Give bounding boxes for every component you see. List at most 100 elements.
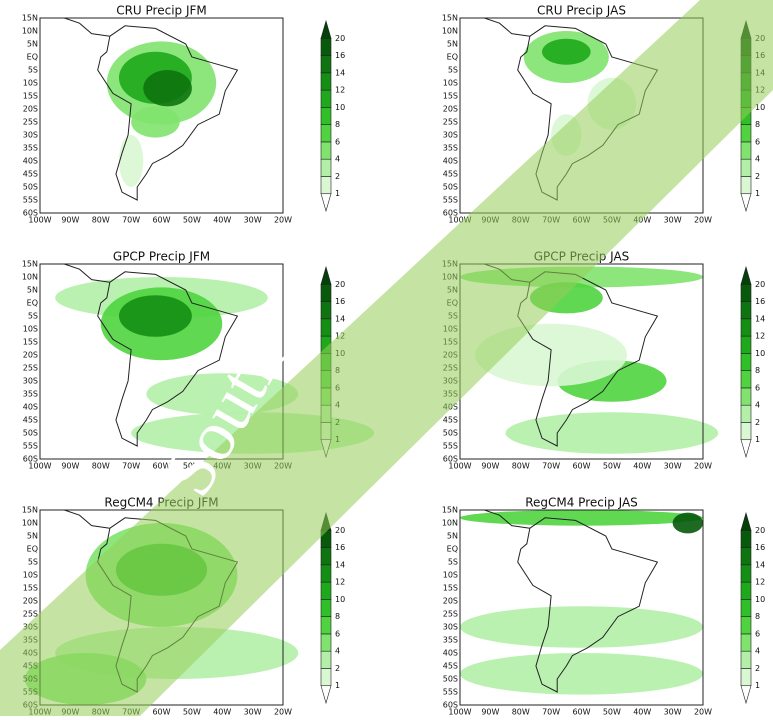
lon-label: 30W — [244, 708, 262, 717]
lat-label: 50S — [23, 183, 38, 192]
colorbar-cell — [321, 617, 331, 634]
panel-title: GPCP Precip JFM — [113, 250, 210, 264]
colorbar-label: 2 — [335, 664, 340, 673]
lat-label: 30S — [23, 131, 38, 140]
lon-label: 90W — [481, 462, 499, 471]
lon-label: 100W — [448, 462, 471, 471]
lon-label: 80W — [92, 462, 110, 471]
colorbar-cell — [321, 651, 331, 668]
lon-label: 50W — [603, 462, 621, 471]
lat-label: 5N — [27, 40, 38, 49]
map-panel: CRU Precip JFM15N10N5NEQ5S10S15S20S25S30… — [22, 4, 345, 225]
lat-label: 5S — [28, 66, 38, 75]
lon-label: 20W — [274, 708, 292, 717]
colorbar-label: 4 — [335, 155, 340, 164]
colorbar-label: 1 — [755, 681, 760, 690]
colorbar-cell — [741, 617, 751, 634]
lat-label: 50S — [443, 183, 458, 192]
lon-label: 40W — [213, 216, 231, 225]
lat-label: 10S — [443, 79, 458, 88]
lat-label: 15N — [22, 506, 38, 515]
lon-label: 30W — [664, 708, 682, 717]
colorbar-cell — [741, 336, 751, 353]
lon-label: 80W — [512, 708, 530, 717]
precip-field — [673, 513, 703, 534]
colorbar-cell — [321, 90, 331, 107]
precip-field — [119, 135, 143, 187]
lat-label: 20S — [443, 597, 458, 606]
colorbar-label: 20 — [755, 280, 765, 289]
lat-label: 15S — [23, 338, 38, 347]
colorbar-label: 6 — [335, 629, 340, 638]
lat-label: 5S — [448, 66, 458, 75]
lat-label: 45S — [443, 662, 458, 671]
lon-label: 80W — [92, 216, 110, 225]
panel-title: RegCM4 Precip JAS — [525, 496, 638, 510]
lat-label: 50S — [443, 675, 458, 684]
lat-label: 10N — [22, 519, 38, 528]
colorbar-label: 8 — [335, 120, 340, 129]
colorbar-label: 10 — [755, 349, 765, 358]
lat-label: 10N — [442, 27, 458, 36]
colorbar-label: 8 — [755, 120, 760, 129]
precip-field — [143, 70, 192, 106]
colorbar-cell — [741, 284, 751, 301]
colorbar-cell — [321, 176, 331, 193]
lat-label: 35S — [23, 144, 38, 153]
lon-label: 100W — [28, 462, 51, 471]
colorbar-label: 1 — [755, 189, 760, 198]
lat-label: 15N — [22, 14, 38, 23]
colorbar-label: 1 — [755, 435, 760, 444]
colorbar-cell — [321, 267, 331, 284]
colorbar-cell — [321, 159, 331, 176]
lon-label: 50W — [603, 708, 621, 717]
lat-label: EQ — [27, 299, 38, 308]
colorbar-cell — [321, 565, 331, 582]
colorbar-cell — [741, 319, 751, 336]
lon-label: 30W — [244, 216, 262, 225]
lat-label: 35S — [23, 390, 38, 399]
colorbar-cell — [321, 194, 331, 211]
map-panel: RegCM4 Precip JAS15N10N5NEQ5S10S15S20S25… — [442, 496, 765, 717]
colorbar-cell — [321, 73, 331, 90]
colorbar-cell — [741, 686, 751, 703]
colorbar-cell — [321, 56, 331, 73]
colorbar-cell — [741, 668, 751, 685]
lat-label: 15N — [442, 14, 458, 23]
lat-label: 5S — [448, 558, 458, 567]
colorbar-label: 20 — [335, 526, 345, 535]
lon-label: 40W — [633, 708, 651, 717]
lat-label: 20S — [443, 105, 458, 114]
lat-label: 25S — [23, 364, 38, 373]
colorbar-label: 14 — [335, 560, 345, 569]
precip-field — [460, 606, 703, 648]
lat-label: 5N — [27, 532, 38, 541]
colorbar-cell — [741, 267, 751, 284]
lon-label: 20W — [694, 462, 712, 471]
lon-label: 90W — [481, 708, 499, 717]
colorbar-cell — [741, 634, 751, 651]
lat-label: 15N — [442, 506, 458, 515]
lat-label: 45S — [443, 170, 458, 179]
lon-label: 70W — [122, 462, 140, 471]
colorbar-cell — [741, 353, 751, 370]
colorbar-cell — [741, 548, 751, 565]
colorbar-label: 16 — [755, 543, 765, 552]
lat-label: 10N — [442, 519, 458, 528]
lat-label: 55S — [23, 196, 38, 205]
lon-label: 70W — [542, 462, 560, 471]
precip-field — [119, 295, 192, 337]
lat-label: 20S — [23, 105, 38, 114]
colorbar-cell — [321, 686, 331, 703]
lat-label: 20S — [23, 597, 38, 606]
lat-label: 45S — [23, 170, 38, 179]
lat-label: 35S — [443, 144, 458, 153]
lon-label: 20W — [274, 216, 292, 225]
lat-label: 10N — [22, 273, 38, 282]
lat-label: 15S — [443, 584, 458, 593]
lat-label: 15S — [23, 92, 38, 101]
lon-label: 100W — [448, 708, 471, 717]
lat-label: 20S — [23, 351, 38, 360]
colorbar-label: 6 — [755, 629, 760, 638]
colorbar-label: 10 — [755, 595, 765, 604]
